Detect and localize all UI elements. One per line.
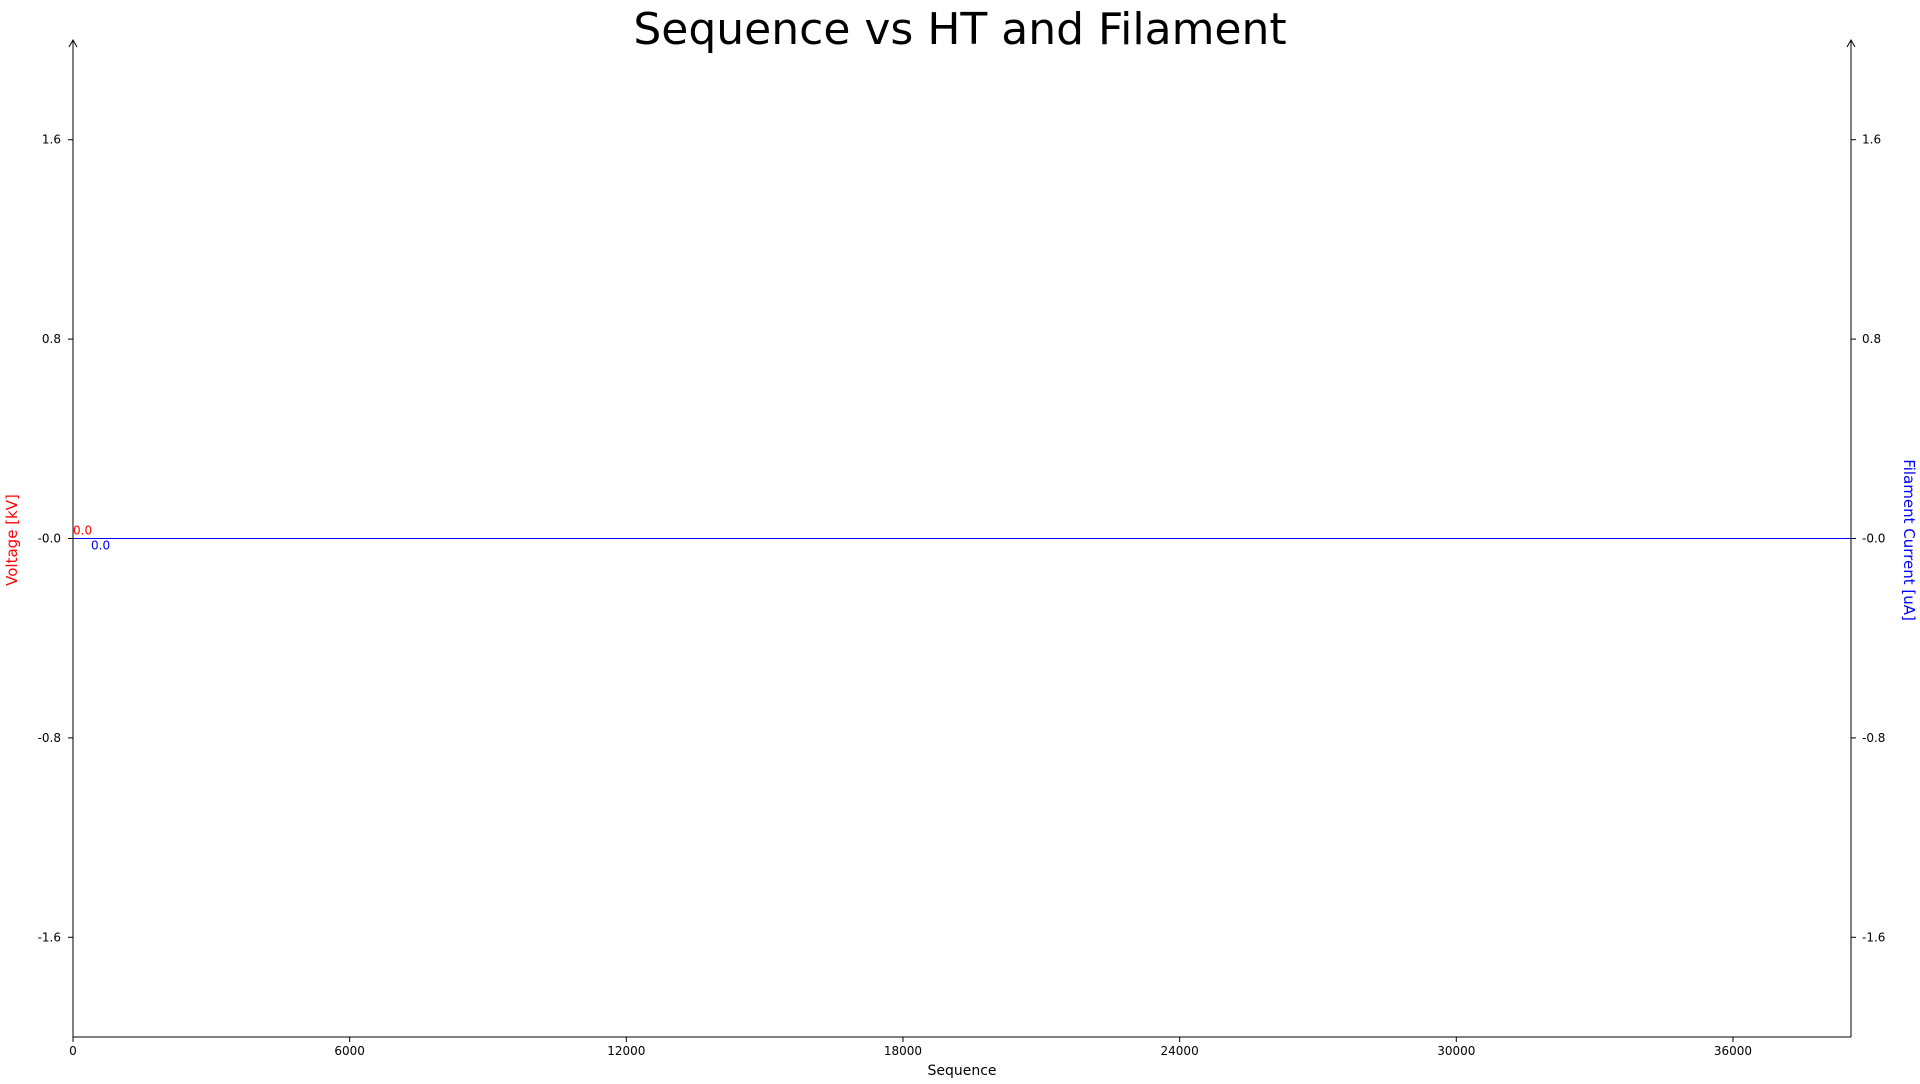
right-y-tick-label: -0.0 [1862,532,1885,546]
x-tick-label: 12000 [607,1044,645,1058]
right-y-tick-label: 0.8 [1862,332,1881,346]
right-axis-arrow-icon [1846,38,1856,48]
x-tick-label: 24000 [1161,1044,1199,1058]
x-tick-label: 18000 [884,1044,922,1058]
series-group: 0.00.0 [73,524,1851,553]
left-y-tick-label: 1.6 [42,133,61,147]
right-y-tick-label: 1.6 [1862,133,1881,147]
left-y-axis-label: Voltage [kV] [3,494,21,586]
chart-title: Sequence vs HT and Filament [633,4,1286,55]
x-tick-label: 6000 [334,1044,365,1058]
x-tick-label: 0 [69,1044,77,1058]
x-axis-label: Sequence [927,1063,996,1079]
left-axis-arrow-icon [68,38,78,48]
tick-group: 0 6000 12000 18000 24000 30000 36000 1.6 1.6 0.8 0… [38,133,1886,1058]
right-y-tick-label: -1.6 [1862,930,1885,944]
right-y-axis-label: Filament Current [uA] [1900,459,1918,621]
left-y-tick-label: -0.0 [38,532,61,546]
x-tick-label: 30000 [1437,1044,1475,1058]
left-y-tick-label: -0.8 [38,731,61,745]
left-y-tick-label: 0.8 [42,332,61,346]
right-y-tick-label: -0.8 [1862,731,1885,745]
series-start-label: 0.0 [73,524,92,538]
left-y-tick-label: -1.6 [38,930,61,944]
series-start-label: 0.0 [91,539,110,553]
x-tick-label: 36000 [1714,1044,1752,1058]
